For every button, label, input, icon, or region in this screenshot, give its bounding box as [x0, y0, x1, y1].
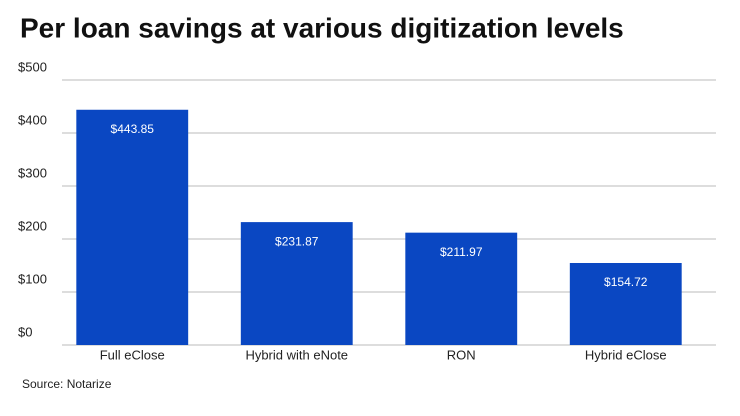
x-tick-label: Full eClose [100, 347, 165, 362]
bar [240, 222, 353, 345]
bar [569, 262, 682, 345]
y-tick-label: $300 [18, 165, 47, 180]
value-label: $443.85 [111, 122, 155, 136]
value-label: $154.72 [604, 275, 648, 289]
x-tick-label: Hybrid eClose [585, 347, 667, 362]
y-tick-label: $500 [18, 59, 47, 74]
y-tick-label: $0 [18, 324, 32, 339]
x-tick-label: Hybrid with eNote [245, 347, 348, 362]
bar [405, 232, 518, 345]
value-label: $211.97 [440, 245, 483, 259]
x-tick-label: RON [447, 347, 476, 362]
y-tick-label: $100 [18, 271, 47, 286]
bar [76, 109, 189, 346]
y-tick-label: $400 [18, 112, 47, 127]
y-tick-label: $200 [18, 218, 47, 233]
chart-title: Per loan savings at various digitization… [20, 12, 624, 43]
source-note: Source: Notarize [22, 377, 112, 391]
value-label: $231.87 [275, 234, 319, 248]
